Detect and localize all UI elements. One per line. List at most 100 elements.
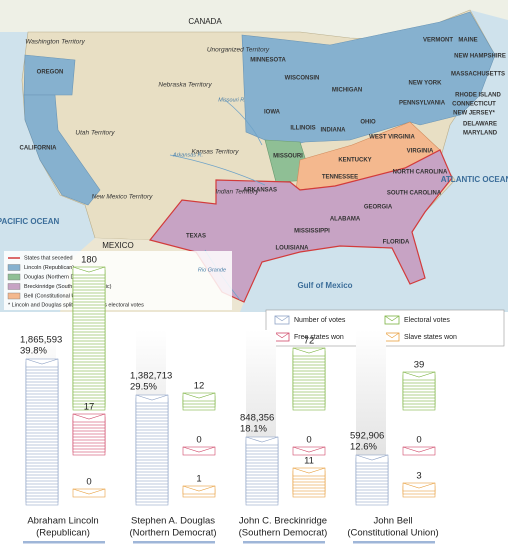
envelope-flap xyxy=(72,413,106,420)
territory-label: New Mexico Territory xyxy=(92,194,154,201)
state-label: CONNECTICUT xyxy=(452,102,496,108)
envelope-stack xyxy=(292,467,326,498)
envelope-flap xyxy=(135,394,169,401)
river-label: Rio Grande xyxy=(198,267,226,273)
country-label: CANADA xyxy=(188,17,222,26)
candidate-party: (Republican) xyxy=(36,528,90,539)
envelope xyxy=(292,347,326,357)
envelope-flap xyxy=(182,392,216,399)
canada xyxy=(0,0,508,40)
envelope xyxy=(135,394,169,404)
vote-count: 592,906 xyxy=(350,431,384,442)
envelope-flap xyxy=(292,467,326,474)
legend-icon xyxy=(384,332,400,342)
state-label: RHODE ISLAND xyxy=(455,93,501,99)
vote-count: 1,382,713 xyxy=(130,371,172,382)
envelope-stack xyxy=(292,446,326,456)
count-label: 0 xyxy=(86,477,91,488)
envelope-stack xyxy=(245,436,279,506)
envelope xyxy=(402,446,436,456)
count-label: 0 xyxy=(196,435,201,446)
envelope-flap xyxy=(402,371,436,378)
count-label: 0 xyxy=(416,435,421,446)
envelope-stack xyxy=(182,485,216,498)
vote-percent: 12.6% xyxy=(350,442,377,453)
water-label: ATLANTIC OCEAN xyxy=(441,175,508,184)
territory-label: Nebraska Territory xyxy=(158,82,212,89)
water-label: PACIFIC OCEAN xyxy=(0,217,59,226)
envelope xyxy=(274,315,290,325)
state-label: PENNSYLVANIA xyxy=(399,101,446,107)
envelope-flap xyxy=(245,436,279,443)
envelope-flap xyxy=(72,266,106,273)
state-label: ARKANSAS xyxy=(243,188,277,194)
vote-percent: 29.5% xyxy=(130,382,157,393)
territory-label: Washington Territory xyxy=(25,39,85,46)
envelope-stack xyxy=(402,482,436,498)
water-label: Gulf of Mexico xyxy=(297,281,352,290)
envelope xyxy=(182,485,216,495)
envelope xyxy=(402,371,436,381)
state-label: VIRGINIA xyxy=(407,149,434,155)
envelope-flap xyxy=(72,488,106,495)
envelope-flap xyxy=(25,358,59,365)
legend-label: Lincoln (Republican) xyxy=(24,265,74,271)
candidate-name: Stephen A. Douglas xyxy=(131,516,215,527)
state-label: NEW HAMPSHIRE xyxy=(454,54,506,60)
envelope xyxy=(402,482,436,492)
count-label: 180 xyxy=(81,255,97,266)
count-label: 39 xyxy=(414,360,425,371)
state-label: LOUISIANA xyxy=(276,246,310,252)
underline xyxy=(23,541,105,544)
envelope-flap xyxy=(182,446,216,453)
river-label: Missouri R. xyxy=(218,97,246,103)
legend-swatch xyxy=(7,273,21,281)
count-label: 0 xyxy=(306,435,311,446)
california-region xyxy=(23,94,101,206)
count-label: 1 xyxy=(196,474,201,485)
legend-swatch xyxy=(7,283,21,290)
territory-label: Indian Territory xyxy=(215,189,259,196)
envelope-stack xyxy=(402,446,436,456)
state-label: OHIO xyxy=(360,120,376,126)
envelope-stack xyxy=(355,454,389,506)
state-label: MISSISSIPPI xyxy=(294,229,330,235)
envelope-stack xyxy=(72,488,106,498)
state-label: DELAWARE xyxy=(463,122,497,128)
territory-label: Kansas Territory xyxy=(191,149,239,156)
envelope xyxy=(25,358,59,368)
state-label: FLORIDA xyxy=(383,240,410,246)
envelope-flap xyxy=(384,315,400,322)
legend-swatch xyxy=(7,292,21,300)
state-label: ILLINOIS xyxy=(290,126,315,132)
legend-label: Bell (Constitutional Union) xyxy=(24,293,88,299)
count-label: 3 xyxy=(416,471,421,482)
candidate-party: (Northern Democrat) xyxy=(129,528,216,539)
lincoln-region xyxy=(241,11,496,151)
state-label: WISCONSIN xyxy=(285,76,320,82)
state-label: VERMONT xyxy=(423,38,453,44)
territory-label: Utah Territory xyxy=(75,130,115,137)
underline xyxy=(353,541,435,544)
envelope xyxy=(384,315,400,325)
legend-label: Douglas (Northern Democratic) xyxy=(24,274,100,280)
envelope-flap xyxy=(274,332,290,339)
envelope-flap xyxy=(182,485,216,492)
oregon-region xyxy=(23,54,76,96)
country-label: MEXICO xyxy=(102,241,134,250)
envelope-flap xyxy=(402,482,436,489)
state-label: GEORGIA xyxy=(364,205,393,211)
envelope xyxy=(245,436,279,446)
legend-label: States that seceded xyxy=(24,255,73,261)
count-label: 72 xyxy=(304,336,315,347)
vote-count: 848,356 xyxy=(240,413,274,424)
state-label: INDIANA xyxy=(321,128,347,134)
envelope-flap xyxy=(292,347,326,354)
state-label: MAINE xyxy=(458,38,477,44)
vote-percent: 18.1% xyxy=(240,424,267,435)
map xyxy=(0,0,508,312)
state-label: CALIFORNIA xyxy=(20,146,58,152)
state-label: NEW YORK xyxy=(409,81,443,87)
legend-icon xyxy=(274,332,290,342)
